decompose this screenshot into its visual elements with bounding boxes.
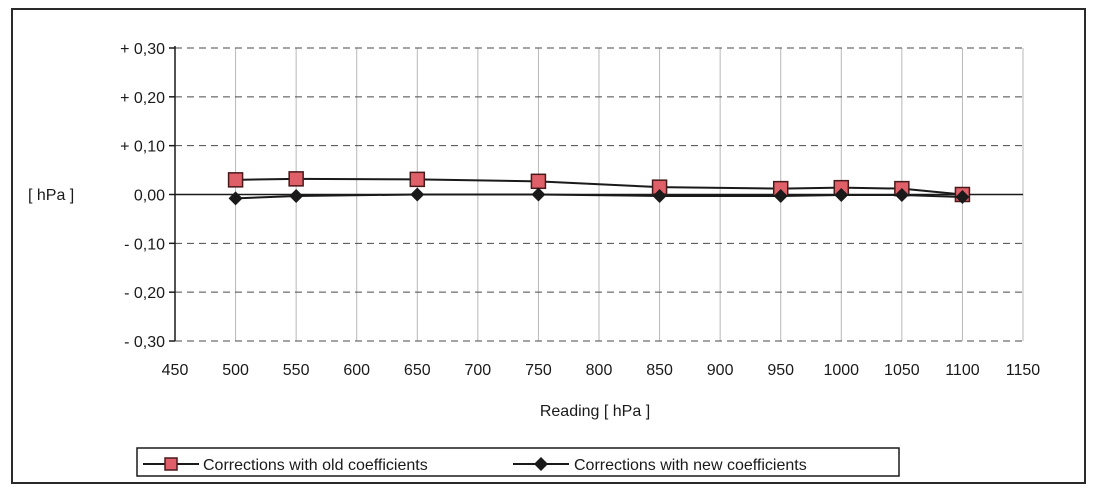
y-axis-label: [ hPa ] [28, 187, 74, 204]
data-point-diamond [894, 187, 909, 202]
x-tick-label: 850 [646, 362, 673, 379]
x-tick-label: 1050 [884, 362, 920, 379]
legend-marker-square [164, 457, 178, 471]
x-tick-label: 650 [404, 362, 431, 379]
data-point-diamond [228, 191, 243, 206]
data-point-diamond [289, 188, 304, 203]
legend: Corrections with old coefficients Correc… [136, 447, 900, 477]
series-new [228, 187, 970, 206]
data-point-diamond [955, 189, 970, 204]
legend-label-old: Corrections with old coefficients [203, 457, 428, 474]
y-tick-labels: + 0,30 + 0,20 + 0,10 0,00 - 0,10 - 0,20 - 0,30 [120, 41, 165, 351]
legend-label-new: Corrections with new coefficients [574, 457, 807, 474]
x-tick-label: 700 [465, 362, 492, 379]
data-point-diamond [834, 187, 849, 202]
x-tick-label: 1000 [823, 362, 859, 379]
y-tick-label: 0,00 [134, 188, 165, 205]
x-tick-labels: 450 500 550 600 650 700 750 800 850 900 950 1000 105… [162, 362, 1041, 379]
data-point-diamond [531, 187, 546, 202]
series [227, 171, 971, 206]
y-tick-label: - 0,30 [124, 334, 165, 351]
y-tick-label: + 0,20 [120, 90, 165, 107]
data-point-diamond [410, 187, 425, 202]
x-tick-label: 800 [586, 362, 613, 379]
y-tick-label: + 0,10 [120, 139, 165, 156]
data-point-square [227, 172, 244, 188]
x-tick-label: 950 [767, 362, 794, 379]
y-tick-label: - 0,20 [124, 285, 165, 302]
x-tick-label: 1150 [1006, 362, 1041, 379]
data-point-diamond [652, 188, 667, 203]
data-point-square [530, 173, 547, 190]
x-tick-label: 900 [707, 362, 734, 379]
x-tick-label: 550 [283, 362, 310, 379]
x-tick-label: 1100 [945, 362, 980, 379]
data-point-square [409, 171, 426, 188]
x-tick-label: 500 [222, 362, 249, 379]
x-axis-label: Reading [ hPa ] [540, 403, 650, 420]
x-tick-label: 750 [525, 362, 552, 379]
data-point-square [288, 171, 304, 187]
legend-box [136, 447, 900, 477]
legend-marker-diamond [534, 457, 548, 471]
data-point-diamond [773, 188, 788, 203]
y-tick-label: + 0,30 [120, 41, 165, 58]
y-tick-label: - 0,10 [124, 236, 165, 253]
series-old [227, 171, 971, 203]
x-tick-label: 450 [162, 362, 189, 379]
chart-frame [11, 8, 1086, 484]
x-tick-label: 600 [343, 362, 370, 379]
